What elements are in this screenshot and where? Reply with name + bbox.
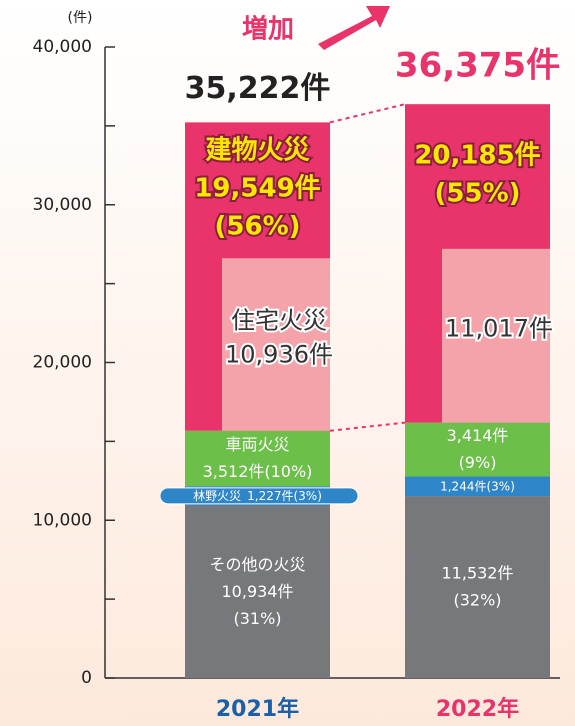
label-part: 建物火災	[205, 135, 310, 165]
label-part: 20,185件	[414, 140, 540, 170]
label-part: (32%)	[453, 590, 501, 609]
segment-label: 3,512件(10%)	[203, 461, 313, 480]
label-part: 11,532件	[442, 563, 514, 582]
sub-segment	[222, 258, 330, 431]
segment-label: 車両火災	[225, 434, 289, 453]
segment-label: その他の火災	[209, 554, 305, 573]
y-tick-label: 20,000	[33, 353, 92, 373]
label-part: 3,512件	[203, 461, 265, 480]
increase-arrow	[318, 6, 390, 50]
label-part: (9%)	[459, 453, 497, 472]
segment-label: 住宅火災	[231, 307, 327, 335]
segment-label: 林野火災 1,227件(3%)	[193, 488, 322, 502]
x-tick-label: 2021年	[216, 696, 299, 722]
segment-label: 10,934件	[222, 581, 294, 600]
label-part: (3%)	[293, 488, 321, 502]
segment-label: 20,185件	[414, 140, 540, 170]
segment-label: 建物火災	[205, 135, 310, 165]
label-part: 10,936件	[225, 341, 333, 369]
segment-label: 1,244件(3%)	[440, 479, 515, 493]
segment-label: 3,414件	[447, 426, 509, 445]
label-part: (10%)	[264, 461, 312, 480]
label-part: 1,227件	[247, 488, 293, 502]
sub-segment	[442, 248, 550, 423]
label-part: (55%)	[435, 178, 521, 208]
bar-segment	[405, 422, 550, 477]
y-tick-label: 10,000	[33, 510, 92, 530]
label-part: (56%)	[215, 211, 301, 241]
annotation: 増加	[242, 15, 294, 45]
segment-label: 11,532件	[442, 563, 514, 582]
segment-label: 10,936件	[225, 341, 333, 369]
segment-label: (31%)	[233, 608, 281, 627]
bar-segment	[185, 430, 330, 487]
label-part: 車両火災	[225, 434, 289, 453]
y-tick-label: 40,000	[33, 37, 92, 57]
y-tick-label: 0	[81, 668, 92, 688]
total-label: 36,375件	[395, 46, 560, 86]
total-label: 35,222件	[185, 71, 331, 106]
segment-label: 19,549件	[194, 173, 320, 203]
label-part: (3%)	[486, 479, 514, 493]
x-tick-label: 2022年	[436, 696, 519, 722]
connector	[329, 103, 406, 124]
y-tick-label: 30,000	[33, 195, 92, 215]
bar-segment	[405, 476, 550, 497]
bar-segment	[185, 505, 330, 678]
segment-label: (9%)	[459, 453, 497, 472]
segment-label: (55%)	[435, 178, 521, 208]
label-part: 住宅火災	[231, 307, 327, 335]
segment-label: (32%)	[453, 590, 501, 609]
bar-segment	[405, 496, 550, 678]
unit-label: (件)	[68, 10, 93, 26]
label-part: 19,549件	[194, 173, 320, 203]
label-part: 10,934件	[222, 581, 294, 600]
label-part: 1,244件	[440, 479, 486, 493]
segment-label: (56%)	[215, 211, 301, 241]
label-part: その他の火災	[209, 554, 305, 573]
label-part: 3,414件	[447, 426, 509, 445]
label-part: (31%)	[233, 608, 281, 627]
label-part: 11,017件	[445, 315, 553, 343]
segment-label: 11,017件	[445, 315, 553, 343]
label-badge	[159, 487, 359, 505]
label-part: 林野火災	[193, 488, 241, 502]
